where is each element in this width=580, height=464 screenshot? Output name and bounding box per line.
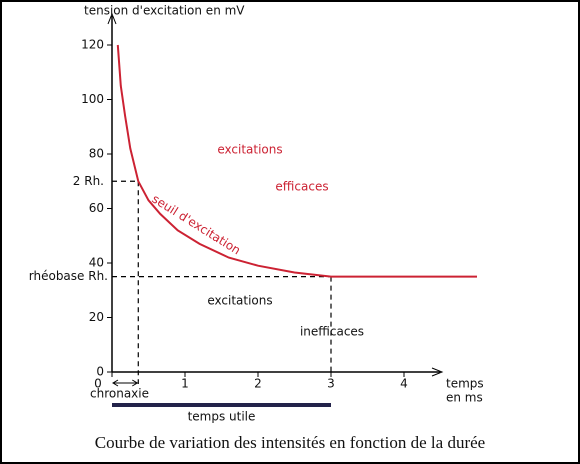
arrow-head <box>112 379 139 387</box>
temps-utile-label: temps utile <box>188 410 256 424</box>
x-tick-label: 3 <box>327 377 335 391</box>
x-tick-label: 0 <box>94 377 102 391</box>
x-axis-label: temps <box>446 377 484 391</box>
y-tick-label: 20 <box>89 310 104 324</box>
region-label: excitations <box>207 294 272 308</box>
region-label: inefficaces <box>300 325 364 339</box>
caption: Courbe de variation des intensités en fo… <box>95 433 485 452</box>
rheobase-label: rhéobase Rh. <box>29 269 108 283</box>
curve <box>116 44 477 278</box>
y-tick-label: 100 <box>81 92 104 106</box>
double-rheobase-label: 2 Rh. <box>73 174 104 188</box>
y-tick-label: 0 <box>96 365 104 379</box>
x-tick-label: 2 <box>254 377 262 391</box>
region-label: excitations <box>217 143 282 157</box>
y-axis-arrow <box>107 12 117 25</box>
y-tick-label: 120 <box>81 38 104 52</box>
y-tick-label: 40 <box>89 256 104 270</box>
x-tick-label: 1 <box>181 377 189 391</box>
temps-utile-bar <box>112 403 331 407</box>
x-axis-label: en ms <box>446 391 483 405</box>
y-tick-label: 80 <box>89 147 104 161</box>
x-axis-arrow <box>431 367 444 377</box>
region-label: efficaces <box>275 180 328 194</box>
y-axis-label: tension d'excitation en mV <box>84 4 245 18</box>
chronaxie-label: chronaxie <box>90 387 149 401</box>
x-tick-label: 4 <box>400 377 408 391</box>
y-tick-label: 60 <box>89 201 104 215</box>
